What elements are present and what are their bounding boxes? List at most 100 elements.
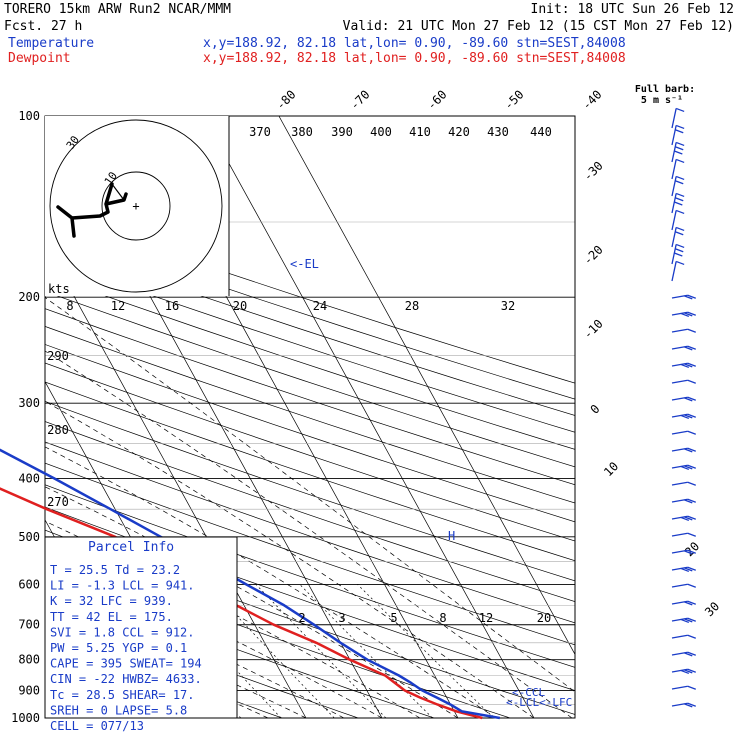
dry-adiabat-line: [45, 603, 360, 718]
pressure-tick-label: 900: [18, 683, 40, 697]
wind-barb-flag: [687, 413, 696, 418]
header: TORERO 15km ARW Run2 NCAR/MMM Init: 18 U…: [4, 2, 734, 106]
hodograph-units: kts: [48, 282, 70, 296]
wind-barb-flag: [687, 532, 696, 537]
parcel-info-row: SREH = 0 LAPSE= 5.8: [50, 703, 187, 717]
wind-barb-flag: [684, 363, 693, 368]
isotherm-tick-label: 40: [0, 0, 7, 3]
full-barb-legend: Full barb:: [635, 84, 695, 95]
mixing-ratio-label: 20: [537, 611, 551, 625]
dry-adiabat-line: [45, 441, 575, 624]
wind-barb-flag: [684, 703, 693, 708]
isotherm-tick-label: 10: [601, 459, 621, 479]
parcel-info-row: LI = -1.3 LCL = 941.: [50, 579, 195, 593]
wind-barb-flag: [680, 465, 690, 471]
wind-barb-flag: [687, 515, 696, 520]
wind-barb-flag: [687, 379, 696, 384]
dewpoint-legend-label: Dewpoint: [8, 51, 71, 66]
wind-barb-staff: [671, 244, 677, 265]
theta-label: 370: [249, 125, 271, 139]
isotherm-tick-label: -10: [581, 317, 606, 342]
dry-adiabat-line: [45, 421, 575, 602]
wind-barb-flag: [675, 226, 685, 232]
dry-adiabat-line: [45, 257, 575, 433]
wind-barb: [671, 549, 696, 555]
wind-barbs-column: [671, 107, 696, 708]
isotherm-tick-label: -60: [424, 87, 449, 112]
wind-barb-flag: [680, 669, 690, 675]
mixing-ratio-label: 5: [390, 611, 397, 625]
wind-barb-flag: [680, 618, 690, 624]
wind-barb-flag: [675, 124, 685, 130]
wind-barb-flag: [687, 668, 696, 673]
wind-barb-flag: [687, 430, 696, 435]
wind-barb-flag: [687, 617, 696, 622]
pressure-tick-label: 500: [18, 530, 40, 544]
wind-barb: [671, 413, 696, 420]
wind-barb-flag: [687, 549, 696, 554]
wind-barb-flag: [687, 294, 696, 299]
wind-barb: [671, 192, 685, 214]
wind-barb-flag: [684, 618, 693, 623]
wind-barb-flag: [675, 231, 684, 236]
hodograph-speed-label: 20: [233, 299, 247, 313]
wind-barb: [671, 464, 696, 471]
wind-barb-flag: [687, 583, 696, 588]
wind-barb: [671, 685, 696, 690]
wind-barb-flag: [675, 180, 684, 185]
wind-barb-flag: [687, 702, 696, 707]
wind-barb-flag: [687, 600, 696, 605]
parcel-info-row: CIN = -22 HWBZ= 4633.: [50, 672, 202, 686]
lcl-lfc-annotation: <-LCL<-LFC: [506, 696, 572, 709]
wind-barb: [671, 243, 685, 265]
wind-barb: [671, 634, 696, 639]
mixing-ratio-label: 8: [439, 611, 446, 625]
wind-barb-flag: [680, 312, 690, 318]
el-annotation: <-EL: [290, 257, 319, 271]
wind-barb-flag: [687, 396, 696, 401]
dry-adiabat-line: [45, 209, 575, 384]
moist-adiabat-line: [45, 576, 345, 718]
wind-barb-staff: [671, 430, 688, 435]
wind-barb-flag: [684, 669, 693, 674]
wind-barb-flag: [675, 107, 685, 113]
wind-barb-flag: [680, 363, 690, 369]
parcel-info-row: K = 32 LFC = 939.: [50, 594, 173, 608]
wind-barb-flag: [687, 345, 696, 350]
wind-barb-flag: [675, 260, 685, 266]
h-annotation: H: [448, 529, 455, 543]
wind-barb: [671, 447, 696, 453]
pressure-tick-label: 200: [18, 290, 40, 304]
isotherm-tick-label: -70: [347, 87, 372, 112]
parcel-info-row: CAPE = 395 SWEAT= 194: [50, 657, 202, 671]
hodograph-ring: [49, 119, 223, 293]
wind-barb: [671, 158, 685, 180]
wind-barb: [671, 141, 685, 163]
wind-barb-staff: [671, 142, 677, 163]
isotherm-tick-label: -80: [273, 87, 298, 112]
wind-barb: [671, 107, 685, 129]
dry-adiabat-line: [45, 274, 575, 450]
mixing-ratio-label: 2: [298, 611, 305, 625]
dry-adiabat-line: [45, 401, 575, 582]
wind-barb: [671, 617, 696, 624]
pressure-tick-label: 600: [18, 577, 40, 591]
hodograph-ring: [101, 171, 171, 241]
wind-barb-flag: [674, 252, 683, 257]
wind-barb: [671, 702, 696, 708]
dewpoint-trace: [0, 487, 483, 720]
mixing-ratio-label: 3: [338, 611, 345, 625]
dry-adiabat-line: [45, 225, 575, 400]
wind-barb: [671, 668, 696, 675]
full-barb-units: 5 m s⁻¹: [641, 95, 683, 106]
model-run-title: TORERO 15km ARW Run2 NCAR/MMM: [4, 2, 231, 17]
hodograph-background: [45, 116, 229, 296]
theta-label-low: 290: [47, 349, 69, 363]
moist-adiabat-line: [45, 520, 421, 718]
wind-barb-flag: [687, 498, 696, 503]
theta-label: 390: [331, 125, 353, 139]
hodograph-speed-label: 24: [313, 299, 327, 313]
isotherm-line: [0, 116, 2, 718]
